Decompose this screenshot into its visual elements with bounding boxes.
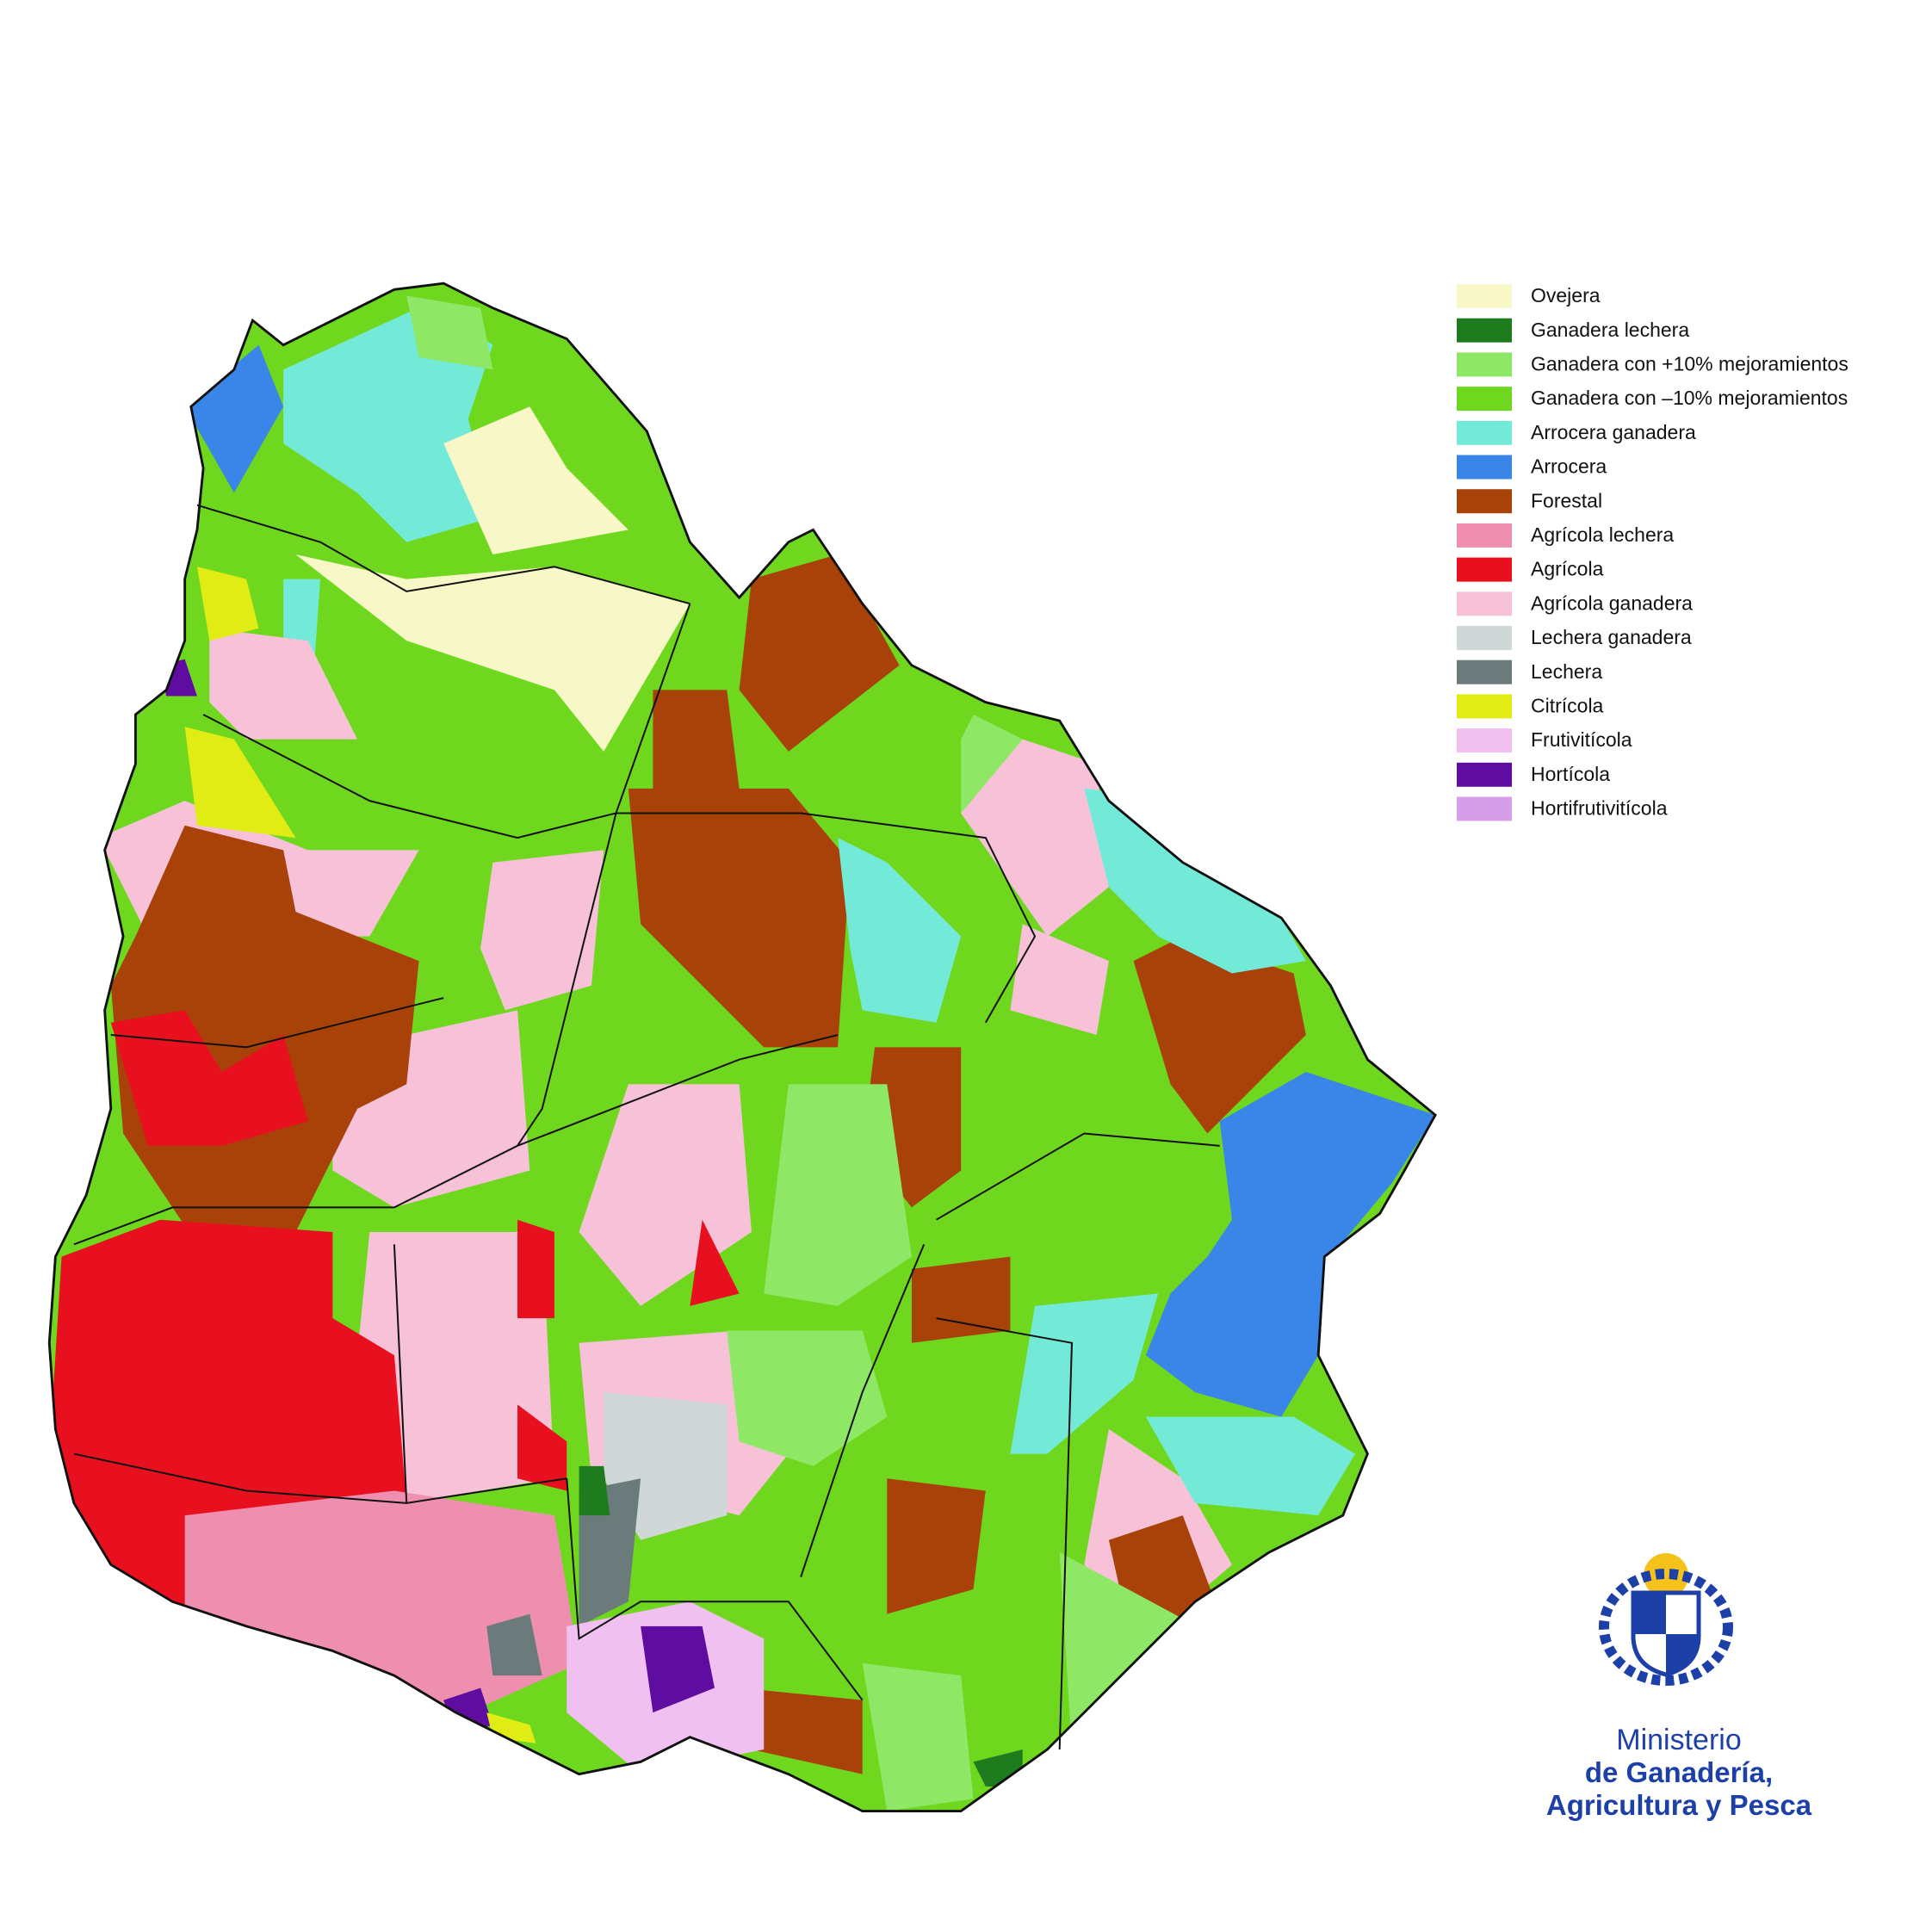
map-region <box>838 838 962 1023</box>
boundary <box>616 812 1037 1024</box>
map-region <box>628 788 851 1048</box>
emblem-wreath <box>1599 1569 1733 1686</box>
legend-label: Citrícola <box>1531 694 1604 716</box>
map <box>47 282 1437 1813</box>
regions <box>49 283 1436 1811</box>
legend-label: Ganadera con –10% mejoramientos <box>1531 387 1848 409</box>
boundary <box>196 504 690 605</box>
map-region <box>1084 788 1306 974</box>
legend-swatch <box>1457 523 1512 548</box>
boundary <box>73 1034 839 1246</box>
legend-swatch <box>1457 284 1512 308</box>
map-region <box>184 727 296 839</box>
map-region <box>653 690 740 802</box>
boundary <box>110 997 444 1049</box>
map-region <box>1145 1416 1356 1516</box>
legend-swatch <box>1457 420 1512 445</box>
map-region <box>356 1232 554 1503</box>
boundary <box>936 1132 1220 1221</box>
logo-line: Agricultura y Pesca <box>1546 1789 1812 1821</box>
logo-line: Ministerio <box>1616 1724 1741 1756</box>
map-region <box>641 1625 715 1713</box>
legend-swatch <box>1457 728 1512 753</box>
legend-label: Ovejera <box>1531 284 1601 307</box>
legend-label: Ganadera con +10% mejoramientos <box>1531 352 1848 375</box>
legend-swatch <box>1457 591 1512 616</box>
boundary <box>73 1452 407 1504</box>
map-region <box>690 1219 740 1306</box>
legend-label: Frutivitícola <box>1531 728 1632 751</box>
map-region <box>961 714 1023 814</box>
legend-label: Hortifrutivitícola <box>1531 797 1668 820</box>
legend-swatch <box>1457 659 1512 684</box>
map-region <box>739 554 900 752</box>
legend-label: Lechera ganadera <box>1531 626 1692 648</box>
legend-swatch <box>1457 796 1512 821</box>
map-region <box>209 628 357 740</box>
boundary <box>566 1478 864 1701</box>
legend-swatch <box>1457 455 1512 480</box>
legend-swatch <box>1457 352 1512 377</box>
legend-label: Lechera <box>1531 660 1602 683</box>
boundary <box>202 603 691 839</box>
map-region <box>517 1404 567 1491</box>
map-region <box>579 1465 610 1516</box>
map-region <box>961 739 1109 937</box>
legend-swatch <box>1457 387 1512 412</box>
map-region <box>727 1330 888 1466</box>
legend-label: Arrocera <box>1531 455 1607 478</box>
legend-label: Arrocera ganadera <box>1531 421 1696 443</box>
map-region <box>49 1219 407 1639</box>
logo-line: de Ganadería, <box>1585 1756 1773 1788</box>
boundaries <box>73 504 1220 1750</box>
legend-label: Agrícola <box>1531 558 1604 580</box>
map-region <box>1010 1293 1159 1454</box>
map-region <box>295 554 690 752</box>
legend-label: Forestal <box>1531 489 1602 511</box>
map-region <box>862 1663 974 1811</box>
map-region <box>443 406 629 554</box>
boundary <box>936 1317 1073 1750</box>
map-region <box>110 1010 308 1146</box>
emblem-quarters <box>1633 1593 1699 1675</box>
legend-swatch <box>1457 557 1512 582</box>
legend-swatch <box>1457 318 1512 343</box>
legend-swatch <box>1457 489 1512 514</box>
map-region <box>764 1084 912 1306</box>
map-region <box>1133 936 1306 1134</box>
legend-label: Agrícola ganadera <box>1531 591 1693 614</box>
map-region <box>184 1490 579 1713</box>
map-region <box>1010 924 1109 1036</box>
legend-label: Ganadera lechera <box>1531 319 1689 341</box>
legend-swatch <box>1457 626 1512 650</box>
map-region <box>517 1219 554 1319</box>
map-region <box>486 1613 542 1676</box>
map-region <box>1145 1071 1436 1417</box>
boundary <box>517 813 617 1147</box>
legend: Ovejera Ganadera lechera Ganadera con +10%… <box>1457 284 1848 821</box>
map-region <box>196 567 259 641</box>
legend-swatch <box>1457 762 1512 787</box>
emblem <box>1599 1553 1733 1686</box>
boundary <box>800 1243 926 1577</box>
map-region <box>406 295 493 370</box>
map-region <box>283 301 493 542</box>
map-region <box>184 344 284 493</box>
map-region <box>911 1256 1011 1343</box>
logo-text: Ministerio de Ganadería, Agricultura y P… <box>1546 1724 1812 1821</box>
legend-label: Agrícola lechera <box>1531 523 1674 546</box>
map-region <box>739 1687 863 1774</box>
map-region <box>480 850 604 1011</box>
legend-label: Hortícola <box>1531 763 1610 785</box>
legend-swatch <box>1457 694 1512 719</box>
map-region <box>887 1478 986 1614</box>
emblem-sun <box>1644 1553 1688 1598</box>
